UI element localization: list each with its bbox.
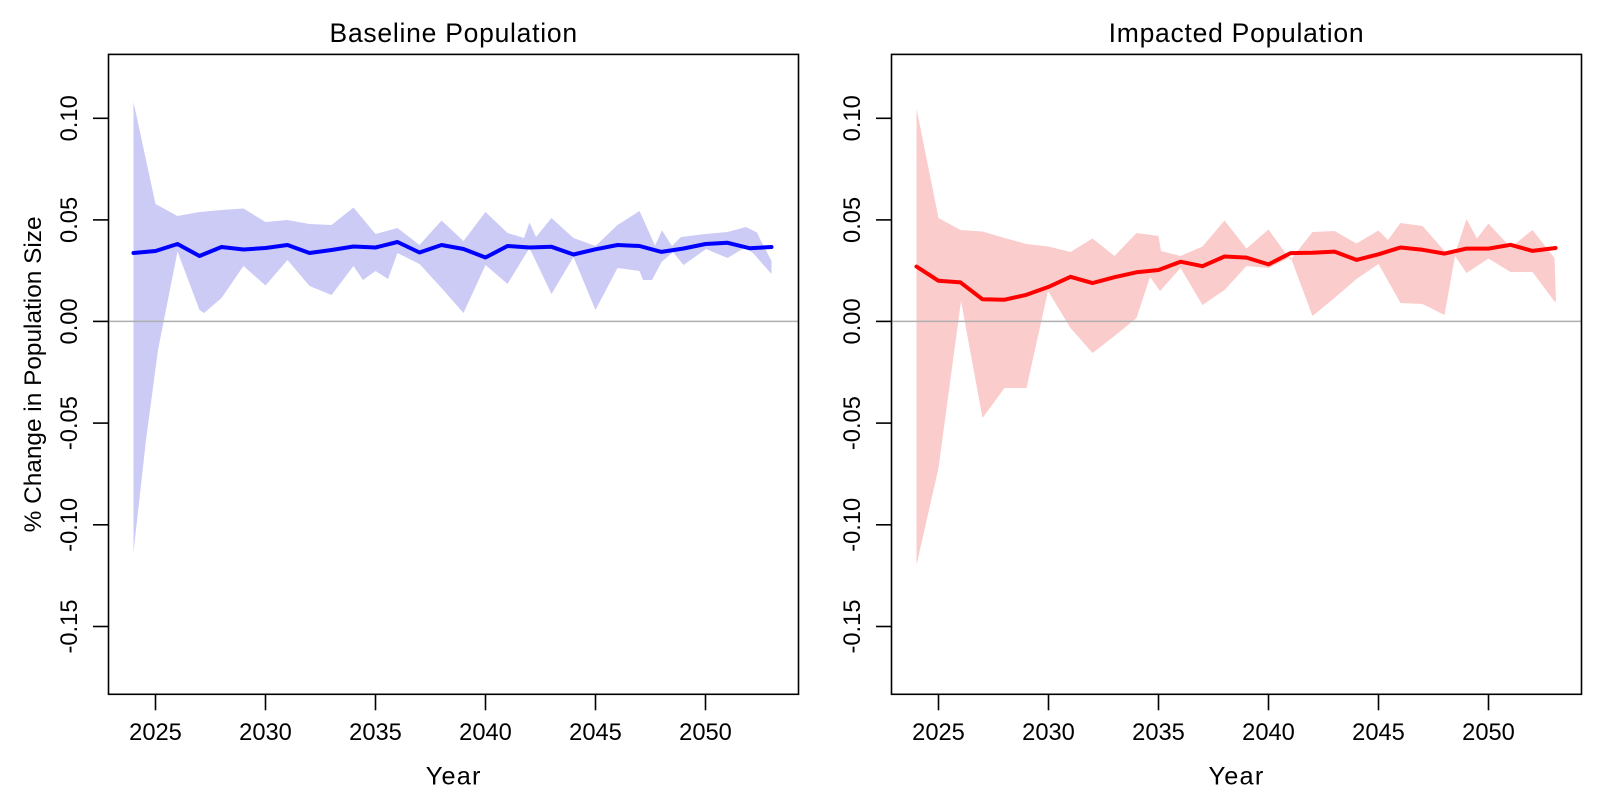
- svg-text:2030: 2030: [1022, 720, 1075, 746]
- svg-text:2045: 2045: [569, 720, 622, 746]
- svg-text:2025: 2025: [129, 720, 182, 746]
- svg-text:Impacted Population: Impacted Population: [1109, 18, 1365, 48]
- svg-text:0.10: 0.10: [57, 95, 83, 141]
- svg-text:2045: 2045: [1352, 720, 1405, 746]
- svg-text:2030: 2030: [239, 720, 292, 746]
- svg-text:2035: 2035: [1132, 720, 1185, 746]
- svg-text:% Change in Population Size: % Change in Population Size: [20, 216, 47, 532]
- svg-text:-0.05: -0.05: [57, 396, 83, 450]
- svg-text:2040: 2040: [459, 720, 512, 746]
- svg-text:-0.15: -0.15: [840, 600, 866, 654]
- svg-text:Year: Year: [426, 763, 482, 791]
- svg-text:-0.10: -0.10: [840, 498, 866, 552]
- svg-text:0.10: 0.10: [840, 95, 866, 141]
- svg-text:2050: 2050: [1462, 720, 1515, 746]
- svg-text:2040: 2040: [1242, 720, 1295, 746]
- svg-text:2050: 2050: [679, 720, 732, 746]
- svg-text:0.00: 0.00: [840, 298, 866, 344]
- svg-text:Baseline Population: Baseline Population: [330, 18, 578, 48]
- svg-text:Year: Year: [1209, 763, 1265, 791]
- svg-text:0.00: 0.00: [57, 298, 83, 344]
- svg-text:-0.05: -0.05: [840, 396, 866, 450]
- svg-text:2035: 2035: [349, 720, 402, 746]
- svg-text:2025: 2025: [912, 720, 965, 746]
- svg-text:0.05: 0.05: [57, 197, 83, 243]
- svg-text:0.05: 0.05: [840, 197, 866, 243]
- svg-text:-0.15: -0.15: [57, 600, 83, 654]
- svg-text:-0.10: -0.10: [57, 498, 83, 552]
